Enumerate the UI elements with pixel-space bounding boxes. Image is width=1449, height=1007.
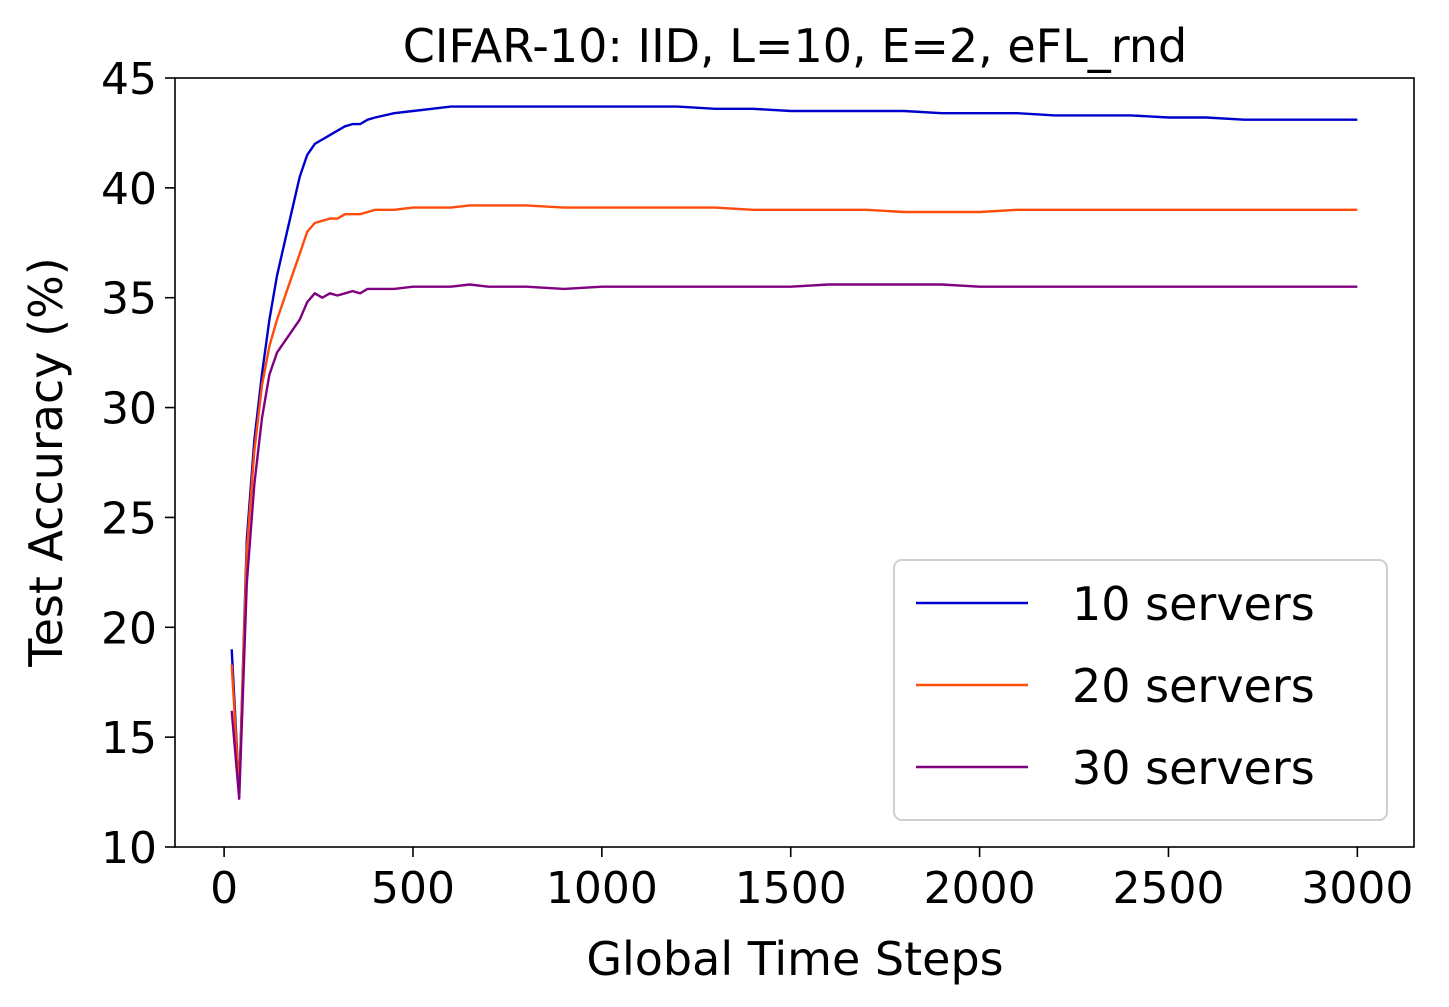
x-tick-label: 500	[371, 863, 455, 914]
y-axis: 10 15 20 25 30 35 40 45	[101, 54, 175, 874]
series-line-2	[230, 204, 1358, 794]
chart-title: CIFAR-10: IID, L=10, E=2, eFL_rnd	[403, 19, 1187, 73]
legend-label-3: 30 servers	[1072, 741, 1315, 795]
x-tick-label: 2500	[1112, 863, 1224, 914]
y-tick-label: 25	[101, 493, 157, 544]
x-axis: 0 500 1000 1500 2000 2500 3000	[210, 847, 1413, 914]
x-axis-label: Global Time Steps	[586, 932, 1003, 986]
x-tick-label: 1500	[735, 863, 847, 914]
x-tick-label: 0	[210, 863, 238, 914]
series-layer	[230, 105, 1358, 800]
legend: 10 servers 20 servers 30 servers	[893, 559, 1388, 821]
y-axis-label: Test Accuracy (%)	[19, 257, 73, 667]
legend-label-2: 20 servers	[1072, 659, 1315, 713]
y-tick-label: 20	[101, 603, 157, 654]
y-tick-label: 30	[101, 384, 157, 435]
series-line-3	[230, 283, 1358, 800]
y-tick-label: 10	[101, 823, 157, 874]
x-tick-label: 3000	[1301, 863, 1413, 914]
y-tick-label: 15	[101, 713, 157, 764]
y-tick-label: 40	[101, 164, 157, 215]
legend-box	[893, 559, 1388, 821]
legend-label-1: 10 servers	[1072, 577, 1315, 631]
y-tick-label: 45	[101, 54, 157, 105]
y-tick-label: 35	[101, 274, 157, 325]
x-tick-label: 1000	[546, 863, 658, 914]
x-tick-label: 2000	[924, 863, 1036, 914]
series-line-1	[230, 105, 1358, 794]
plot-frame	[174, 77, 1415, 848]
